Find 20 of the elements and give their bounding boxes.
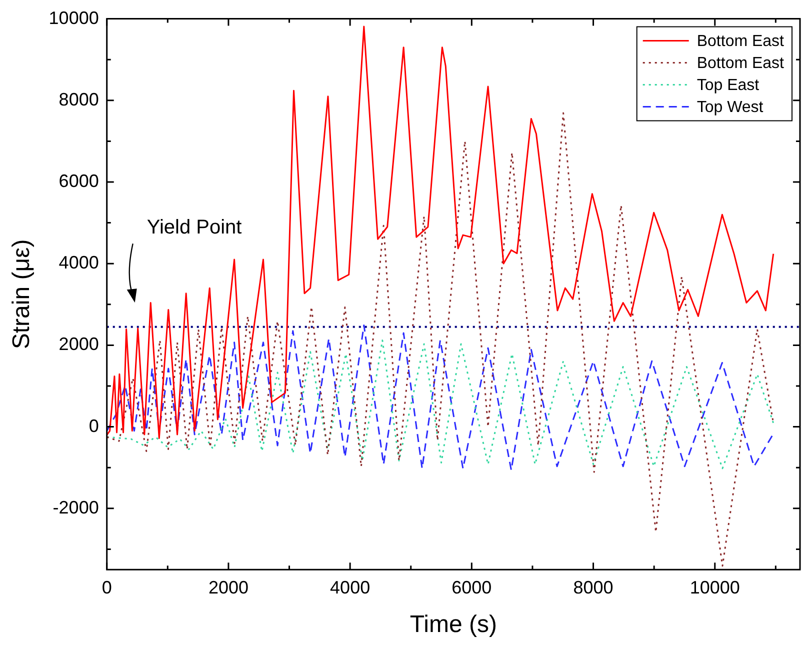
y-tick-label: 2000 <box>58 334 99 354</box>
x-tick-label: 2000 <box>208 577 248 598</box>
x-axis-title: Time (s) <box>410 611 497 638</box>
legend-label: Top East <box>696 77 760 94</box>
x-tick-label: 8000 <box>573 577 614 598</box>
x-tick-label: 0 <box>102 577 112 598</box>
y-axis-title: Strain (με) <box>8 239 36 350</box>
x-tick-label: 4000 <box>330 577 370 598</box>
annotation: Yield Point <box>146 216 242 239</box>
legend-label: Bottom East <box>696 33 785 50</box>
y-tick-label: 8000 <box>58 89 99 110</box>
y-tick-label: 10000 <box>48 8 99 28</box>
y-tick-label: 4000 <box>58 252 99 273</box>
legend-label: Top West <box>696 99 764 116</box>
x-tick-label: 6000 <box>452 577 492 598</box>
y-tick-label: -2000 <box>52 497 99 518</box>
y-tick-label: 0 <box>88 416 99 436</box>
legend-label: Bottom East <box>696 55 785 72</box>
x-tick-label: 10000 <box>690 577 740 598</box>
y-tick-label: 6000 <box>58 170 99 191</box>
